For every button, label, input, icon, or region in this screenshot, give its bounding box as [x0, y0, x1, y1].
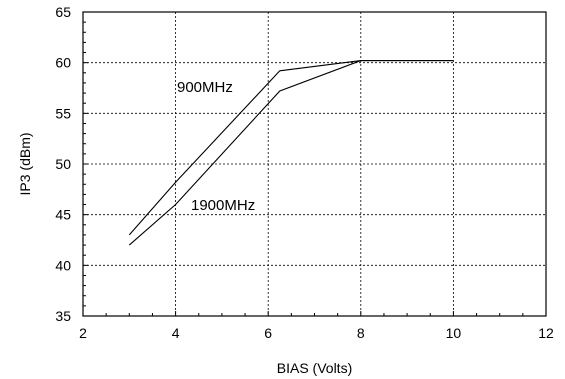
- plot-frame: [82, 11, 547, 317]
- x-tick-label: 8: [357, 325, 365, 341]
- x-tick-label: 2: [79, 325, 87, 341]
- series-line-1900mhz: [128, 60, 454, 246]
- x-axis-title: BIAS (Volts): [277, 360, 352, 376]
- grid: [83, 12, 546, 316]
- series-label-1900mhz: 1900MHz: [191, 197, 255, 214]
- x-tick-label: 6: [264, 325, 272, 341]
- y-tick-labels: 35 40 45 50 55 60 65: [55, 4, 71, 324]
- x-tick-label: 4: [172, 325, 180, 341]
- series-label-900mhz: 900MHz: [177, 79, 233, 96]
- y-tick-label: 65: [55, 4, 71, 20]
- y-tick-label: 45: [55, 207, 71, 223]
- y-tick-label: 50: [55, 156, 71, 172]
- x-tick-label: 12: [538, 325, 554, 341]
- y-axis-title: IP3 (dBm): [17, 132, 33, 195]
- series-lines: [128, 60, 454, 246]
- y-tick-label: 55: [55, 105, 71, 121]
- x-tick-labels: 2 4 6 8 10 12: [79, 325, 554, 341]
- y-tick-label: 60: [55, 55, 71, 71]
- y-tick-label: 35: [55, 308, 71, 324]
- y-tick-label: 40: [55, 257, 71, 273]
- x-tick-label: 10: [446, 325, 462, 341]
